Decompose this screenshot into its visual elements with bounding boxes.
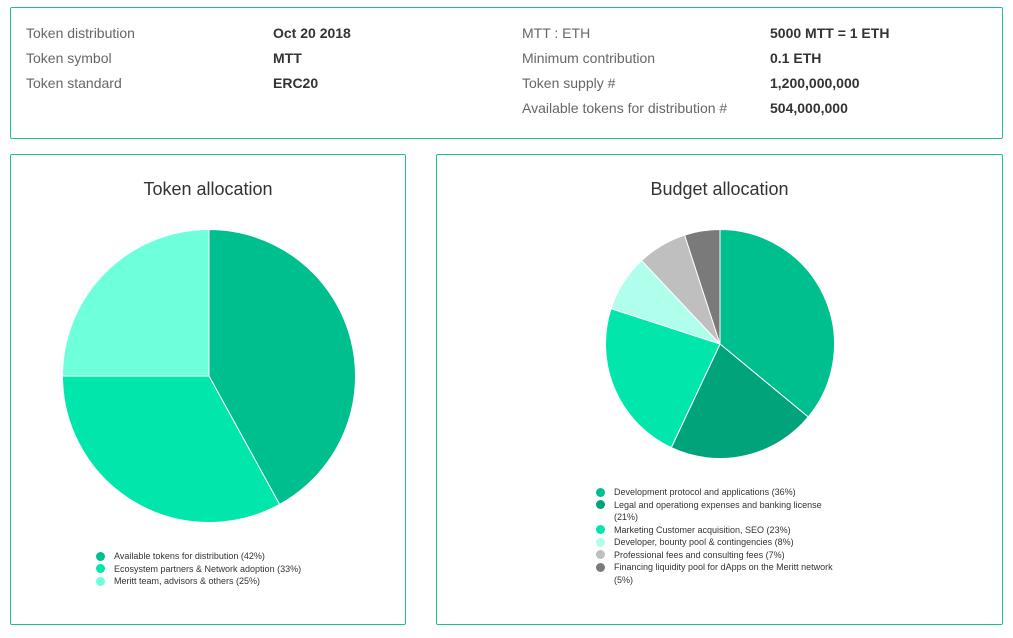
info-row: 5000 MTT = 1 ETH	[770, 25, 889, 41]
legend-label: Developer, bounty pool & contingencies (…	[614, 537, 794, 547]
legend-label: Ecosystem partners & Network adoption (3…	[114, 563, 302, 574]
pie-slice	[61, 375, 281, 523]
token-info-panel: Token distribution Oct 20 2018 Token sym…	[10, 7, 1003, 139]
info-row: Oct 20 2018	[273, 25, 351, 41]
info-row: Token supply #	[522, 75, 615, 91]
legend-swatch	[596, 525, 605, 534]
chart-title: Budget allocation	[650, 179, 789, 199]
legend-swatch	[596, 562, 605, 572]
legend-item: Legal and operationg expenses and bankin…	[596, 499, 846, 524]
legend-item: Financing liquidity pool for dApps on th…	[596, 561, 846, 586]
info-row: MTT : ETH	[522, 25, 590, 41]
pie-slice	[670, 343, 809, 459]
info-row: Token symbol	[26, 50, 112, 66]
info-value: 0.1 ETH	[770, 50, 822, 66]
legend-item: Marketing Customer acquisition, SEO (23%…	[596, 524, 846, 537]
legend-swatch	[96, 551, 105, 561]
pie-slice	[605, 307, 721, 449]
legend-swatch	[596, 500, 605, 509]
info-value: ERC20	[273, 75, 319, 91]
chart-title: Token allocation	[143, 179, 273, 199]
info-row: 0.1 ETH	[770, 50, 821, 66]
legend-label: Financing liquidity pool for dApps on th…	[614, 562, 833, 585]
info-row: Token distribution	[26, 25, 135, 41]
pie-slice	[683, 228, 721, 345]
info-row: MTT	[273, 50, 302, 66]
info-label: Minimum contribution	[522, 50, 656, 66]
info-label: MTT : ETH	[522, 25, 591, 41]
legend-label: Marketing Customer acquisition, SEO (23%…	[614, 524, 791, 535]
budget-allocation-card: Budget allocation Development protocol a…	[436, 154, 1003, 625]
info-row: Token standard	[26, 75, 122, 91]
legend-item: Meritt team, advisors & others (25%)	[96, 575, 396, 588]
legend-label: Legal and operationg expenses and bankin…	[614, 499, 822, 523]
info-label: Available tokens for distribution #	[522, 100, 728, 116]
info-row: ERC20	[273, 75, 318, 91]
budget-allocation-pie	[605, 228, 835, 459]
legend-label: Meritt team, advisors & others (25%)	[114, 576, 261, 586]
legend-item: Developer, bounty pool & contingencies (…	[596, 536, 846, 549]
info-row: Available tokens for distribution #	[522, 100, 727, 116]
legend-item: Professional fees and consulting fees (7…	[596, 549, 846, 562]
token-allocation-pie	[61, 228, 356, 523]
info-label: Token supply #	[522, 75, 616, 91]
legend-label: Professional fees and consulting fees (7…	[614, 549, 785, 560]
pie-slice	[719, 228, 835, 418]
token-allocation-legend: Available tokens for distribution (42%) E…	[96, 550, 396, 588]
legend-swatch	[96, 576, 105, 586]
info-row: 504,000,000	[770, 100, 848, 116]
legend-label: Available tokens for distribution (42%)	[114, 551, 265, 561]
legend-swatch	[596, 487, 605, 497]
info-label: Token distribution	[26, 25, 135, 41]
info-value: 1,200,000,000	[770, 75, 860, 91]
info-label: Token symbol	[26, 50, 112, 66]
legend-label: Development protocol and applications (3…	[614, 487, 796, 497]
token-allocation-card: Token allocation Available tokens for di…	[10, 154, 406, 625]
legend-swatch	[596, 550, 605, 559]
info-value: 504,000,000	[770, 100, 848, 116]
info-value: MTT	[273, 50, 302, 66]
info-value: 5000 MTT = 1 ETH	[770, 25, 890, 41]
legend-item: Available tokens for distribution (42%)	[96, 550, 396, 563]
info-row: 1,200,000,000	[770, 75, 860, 91]
info-value: Oct 20 2018	[273, 25, 351, 41]
legend-item: Ecosystem partners & Network adoption (3…	[96, 563, 396, 576]
legend-swatch	[96, 564, 105, 573]
legend-item: Development protocol and applications (3…	[596, 486, 846, 499]
legend-swatch	[596, 537, 605, 547]
pie-slice	[208, 228, 356, 506]
budget-allocation-legend: Development protocol and applications (3…	[596, 486, 846, 586]
info-label: Token standard	[26, 75, 122, 91]
pie-slice	[61, 228, 210, 377]
info-row: Minimum contribution	[522, 50, 655, 66]
